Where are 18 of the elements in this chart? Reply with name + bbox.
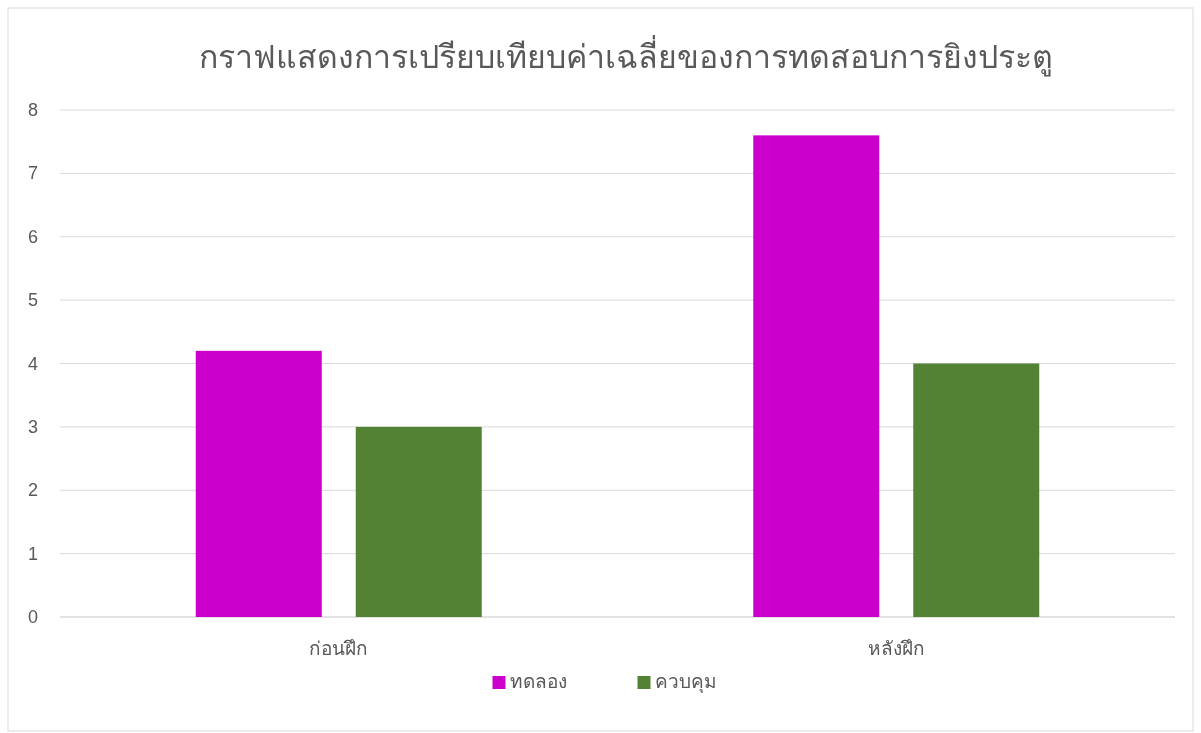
y-tick-label: 8 <box>27 100 38 120</box>
x-tick-label: หลังฝึก <box>867 638 925 659</box>
y-tick-label: 6 <box>27 226 38 247</box>
y-tick-label: 5 <box>27 290 38 311</box>
bar <box>913 363 1040 617</box>
chart-title: กราฟแสดงการเปรียบเทียบค่าเฉลี่ยของการทดสอบการยิงประตู <box>198 35 1053 77</box>
bar <box>195 350 322 617</box>
y-tick-label: 2 <box>27 480 38 501</box>
x-tick-label: ก่อนฝึก <box>309 638 369 659</box>
legend-label: ควบคุม <box>654 671 717 694</box>
y-tick-label: 3 <box>27 416 38 437</box>
y-tick-label: 0 <box>27 607 38 627</box>
legend-label: ทดลอง <box>509 671 567 692</box>
y-tick-label: 4 <box>27 353 38 374</box>
y-tick-label: 1 <box>27 543 38 564</box>
y-tick-label: 7 <box>27 163 38 184</box>
bar <box>355 426 482 617</box>
bar <box>753 135 880 617</box>
